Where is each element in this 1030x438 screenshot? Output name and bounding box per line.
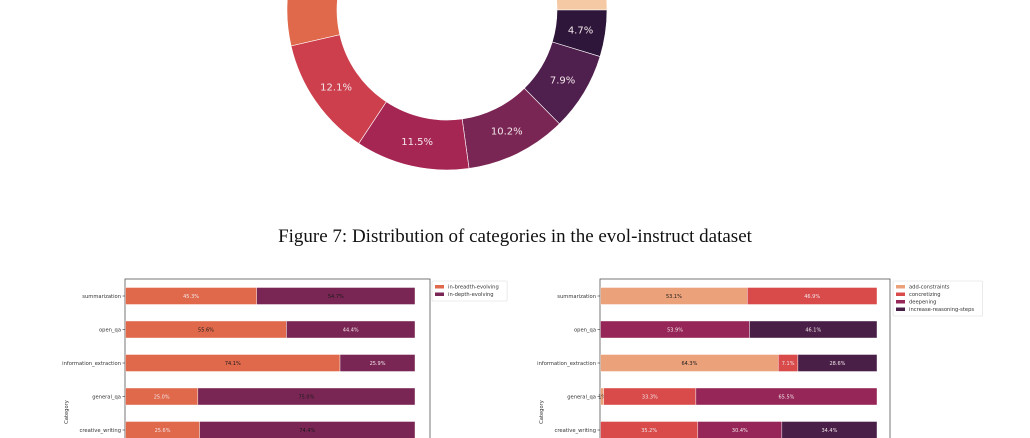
bar-value-label: 64.3% <box>681 361 697 367</box>
bar-segment <box>197 387 416 406</box>
legend-label: increase-reasoning-steps <box>909 307 974 313</box>
donut-chart: 4.7% 7.9% 10.2% 11.5% 12.1% <box>286 0 608 171</box>
y-axis-title: Category <box>64 400 70 424</box>
bar-value-label: 54.7% <box>328 294 344 300</box>
pie-slice-label: 10.2% <box>491 127 523 138</box>
bar-segment <box>695 387 878 406</box>
plot-frame <box>124 278 431 438</box>
bar-value-label: 44.4% <box>343 327 359 333</box>
bar-value-label: 53.1% <box>666 294 682 300</box>
y-tick-label: information_extraction <box>537 361 596 367</box>
bar-value-label: 46.9% <box>804 294 820 300</box>
y-axis-title: Category <box>539 400 545 424</box>
bar-segment <box>749 320 878 339</box>
bar-segment <box>339 354 416 372</box>
bar-value-label: 30.4% <box>732 428 748 434</box>
legend-label: deepening <box>909 299 936 305</box>
legend-swatch <box>435 292 444 296</box>
bar-value-label: 46.1% <box>805 327 821 333</box>
pie-slice-label: 11.5% <box>401 137 433 148</box>
bar-segment <box>797 354 878 372</box>
bar-value-label: 65.5% <box>779 394 795 400</box>
bar-value-label: 74.1% <box>225 361 241 367</box>
pie-slice-label: 7.9% <box>550 75 575 86</box>
pie-slice-label: 12.1% <box>320 82 352 93</box>
legend-swatch <box>896 285 905 289</box>
figure-caption: Figure 7: Distribution of categories in … <box>278 226 752 247</box>
y-tick-label: general_qa <box>567 394 596 400</box>
bar-value-label: 55.6% <box>198 327 214 333</box>
bar-value-label: 25.6% <box>155 428 171 434</box>
stacked-bar-chart-evolving-type: summarization 45.3% 54.7% open_qa 55.6% 44.4%… <box>62 278 508 438</box>
legend-box <box>892 280 983 317</box>
y-tick-label: creative_writing <box>80 428 121 434</box>
bar-segment <box>286 320 416 339</box>
legend-label: in-breadth-evolving <box>448 284 499 290</box>
y-tick-label: information_extraction <box>62 361 121 367</box>
legend-swatch <box>435 285 444 289</box>
bar-segment <box>747 287 878 305</box>
bar-segment <box>256 287 416 305</box>
legend-swatch <box>896 307 905 311</box>
pie-slice-label: 4.7% <box>568 25 593 36</box>
legend-label: in-depth-evolving <box>448 292 494 298</box>
bar-value-label: 28.6% <box>830 361 846 367</box>
y-tick-label: summarization <box>82 294 121 300</box>
pie-slice <box>286 0 341 47</box>
bar-value-label: 45.3% <box>183 294 199 300</box>
bar-value-label: 1% <box>598 394 606 400</box>
bar-value-label: 25.9% <box>370 361 386 367</box>
bar-value-label: 7.1% <box>782 361 795 367</box>
legend-box <box>431 280 508 302</box>
bar-value-label: 53.9% <box>667 327 683 333</box>
y-tick-label: summarization <box>557 294 596 300</box>
y-tick-label: creative_writing <box>555 428 596 434</box>
bar-value-label: 34.4% <box>821 428 837 434</box>
y-tick-label: open_qa <box>574 327 596 333</box>
bar-value-label: 74.4% <box>299 428 315 434</box>
bar-value-label: 35.2% <box>641 428 657 434</box>
legend-swatch <box>896 292 905 296</box>
legend-label: concretizing <box>909 292 941 298</box>
bar-segment <box>781 421 878 438</box>
bar-value-label: 75.0% <box>298 394 314 400</box>
bar-segment <box>199 421 416 438</box>
bar-value-label: 25.0% <box>154 394 170 400</box>
bar-value-label: 33.3% <box>642 394 658 400</box>
y-tick-label: open_qa <box>99 327 121 333</box>
legend-label: add-constraints <box>909 284 950 290</box>
legend-swatch <box>896 300 905 304</box>
y-tick-label: general_qa <box>92 394 121 400</box>
plot-frame <box>599 278 891 438</box>
